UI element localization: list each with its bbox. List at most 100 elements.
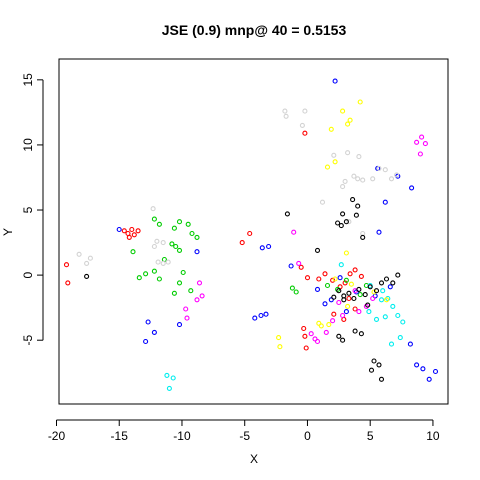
data-point: [303, 345, 309, 351]
x-tick-label: -5: [239, 429, 250, 443]
data-point: [164, 372, 170, 378]
data-point: [414, 139, 420, 145]
data-point: [390, 303, 396, 309]
data-point: [332, 276, 338, 282]
data-point: [347, 271, 353, 277]
data-point: [160, 260, 166, 266]
data-point: [289, 285, 295, 291]
data-point: [331, 311, 337, 317]
data-point: [353, 212, 359, 218]
data-point: [347, 117, 353, 123]
data-point: [422, 141, 428, 147]
data-point: [394, 172, 400, 178]
data-point: [126, 234, 132, 240]
data-point: [368, 367, 375, 373]
data-point: [390, 280, 396, 286]
y-tick-label: -5: [21, 335, 35, 346]
data-point: [130, 249, 136, 255]
data-point: [370, 295, 376, 302]
data-points: [63, 78, 439, 391]
data-point: [252, 315, 258, 321]
data-point: [343, 219, 349, 225]
data-point: [371, 289, 377, 295]
data-point: [143, 338, 149, 345]
data-point: [355, 176, 361, 182]
data-point: [322, 301, 328, 307]
data-point: [87, 255, 93, 261]
data-point: [357, 99, 363, 105]
data-point: [194, 249, 200, 255]
data-point: [314, 286, 321, 292]
data-point: [332, 78, 338, 84]
data-point: [340, 337, 346, 343]
data-point: [380, 288, 386, 294]
data-point: [366, 309, 372, 315]
data-point: [116, 226, 122, 233]
data-point: [199, 293, 205, 299]
data-point: [185, 221, 191, 227]
data-point: [376, 229, 382, 235]
data-point: [363, 303, 369, 309]
data-point: [160, 240, 166, 246]
data-point: [376, 362, 382, 368]
data-point: [324, 164, 331, 170]
data-point: [356, 309, 362, 315]
data-point: [373, 316, 380, 322]
data-point: [378, 376, 385, 382]
data-point: [316, 276, 322, 282]
data-point: [378, 297, 385, 303]
data-point: [345, 121, 351, 127]
x-tick-label: -10: [173, 429, 191, 443]
data-point: [331, 294, 337, 300]
data-point: [387, 284, 393, 290]
data-point: [156, 276, 162, 282]
data-point: [166, 385, 172, 391]
data-point: [382, 314, 388, 320]
x-axis: -20 -15 -10 -5 0 5 10: [48, 419, 440, 443]
data-point: [282, 108, 288, 114]
data-point: [302, 108, 308, 114]
data-point: [259, 245, 265, 251]
data-point: [129, 226, 135, 233]
data-point: [322, 271, 328, 277]
data-point: [367, 284, 373, 290]
data-point: [382, 199, 388, 205]
data-point: [145, 319, 151, 325]
data-point: [319, 199, 326, 205]
data-point: [342, 280, 348, 286]
data-point: [340, 184, 346, 190]
y-tick-label: 5: [21, 206, 35, 213]
data-point: [176, 247, 183, 253]
data-point: [336, 299, 342, 306]
x-tick-label: 10: [426, 429, 440, 443]
data-point: [382, 167, 388, 173]
data-point: [338, 223, 344, 229]
data-point: [283, 113, 289, 119]
data-point: [388, 176, 395, 182]
data-point: [65, 280, 71, 286]
data-point: [258, 312, 264, 319]
data-point: [184, 315, 190, 321]
data-point: [360, 234, 366, 240]
data-point: [357, 292, 363, 298]
data-point: [336, 333, 342, 339]
data-point: [409, 185, 415, 191]
data-point: [188, 288, 194, 294]
data-point: [266, 243, 272, 250]
data-point: [302, 333, 308, 339]
x-tick-label: 0: [304, 429, 311, 443]
data-point: [304, 275, 311, 281]
data-point: [151, 329, 157, 335]
data-point: [362, 292, 368, 298]
data-point: [383, 297, 390, 303]
data-point: [154, 238, 160, 244]
data-point: [293, 289, 299, 295]
data-point: [397, 335, 403, 341]
data-point: [385, 295, 391, 302]
data-point: [352, 306, 358, 312]
x-tick-label: -20: [48, 429, 66, 443]
data-point: [400, 319, 406, 325]
data-point: [316, 320, 322, 326]
data-point: [342, 178, 348, 184]
